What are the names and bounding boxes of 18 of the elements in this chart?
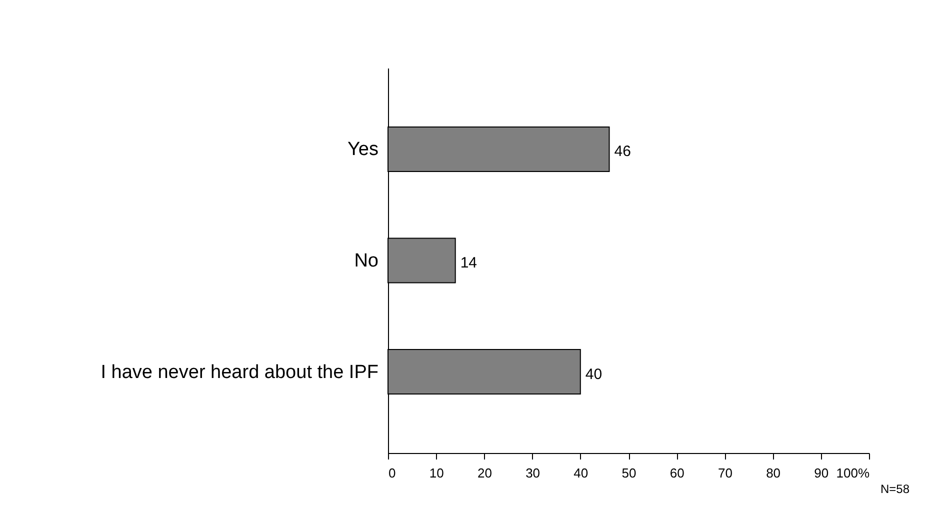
x-tick-label: 30 [526, 466, 540, 480]
x-tick-label: 20 [477, 466, 492, 480]
data-label: 14 [460, 254, 478, 272]
y-tick-label: Yes [348, 139, 378, 160]
x-tick-label: 0 [388, 466, 396, 480]
y-tick-label: No [354, 250, 378, 272]
data-label: 40 [585, 366, 602, 383]
data-label: 46 [614, 143, 631, 160]
x-tick-label: 60 [670, 466, 684, 480]
x-tick-label: 90 [814, 466, 829, 480]
x-tick-label: 50 [622, 466, 636, 480]
x-tick-label: 70 [718, 466, 732, 480]
x-tick-label: 10 [429, 466, 444, 480]
x-tick-label: 40 [574, 466, 588, 480]
x-tick-label: 80 [766, 466, 781, 480]
text: N=58 [880, 482, 910, 496]
y-tick-label: I have never heard about the IPF [100, 362, 378, 383]
x-tick-label: 100% [836, 466, 870, 480]
